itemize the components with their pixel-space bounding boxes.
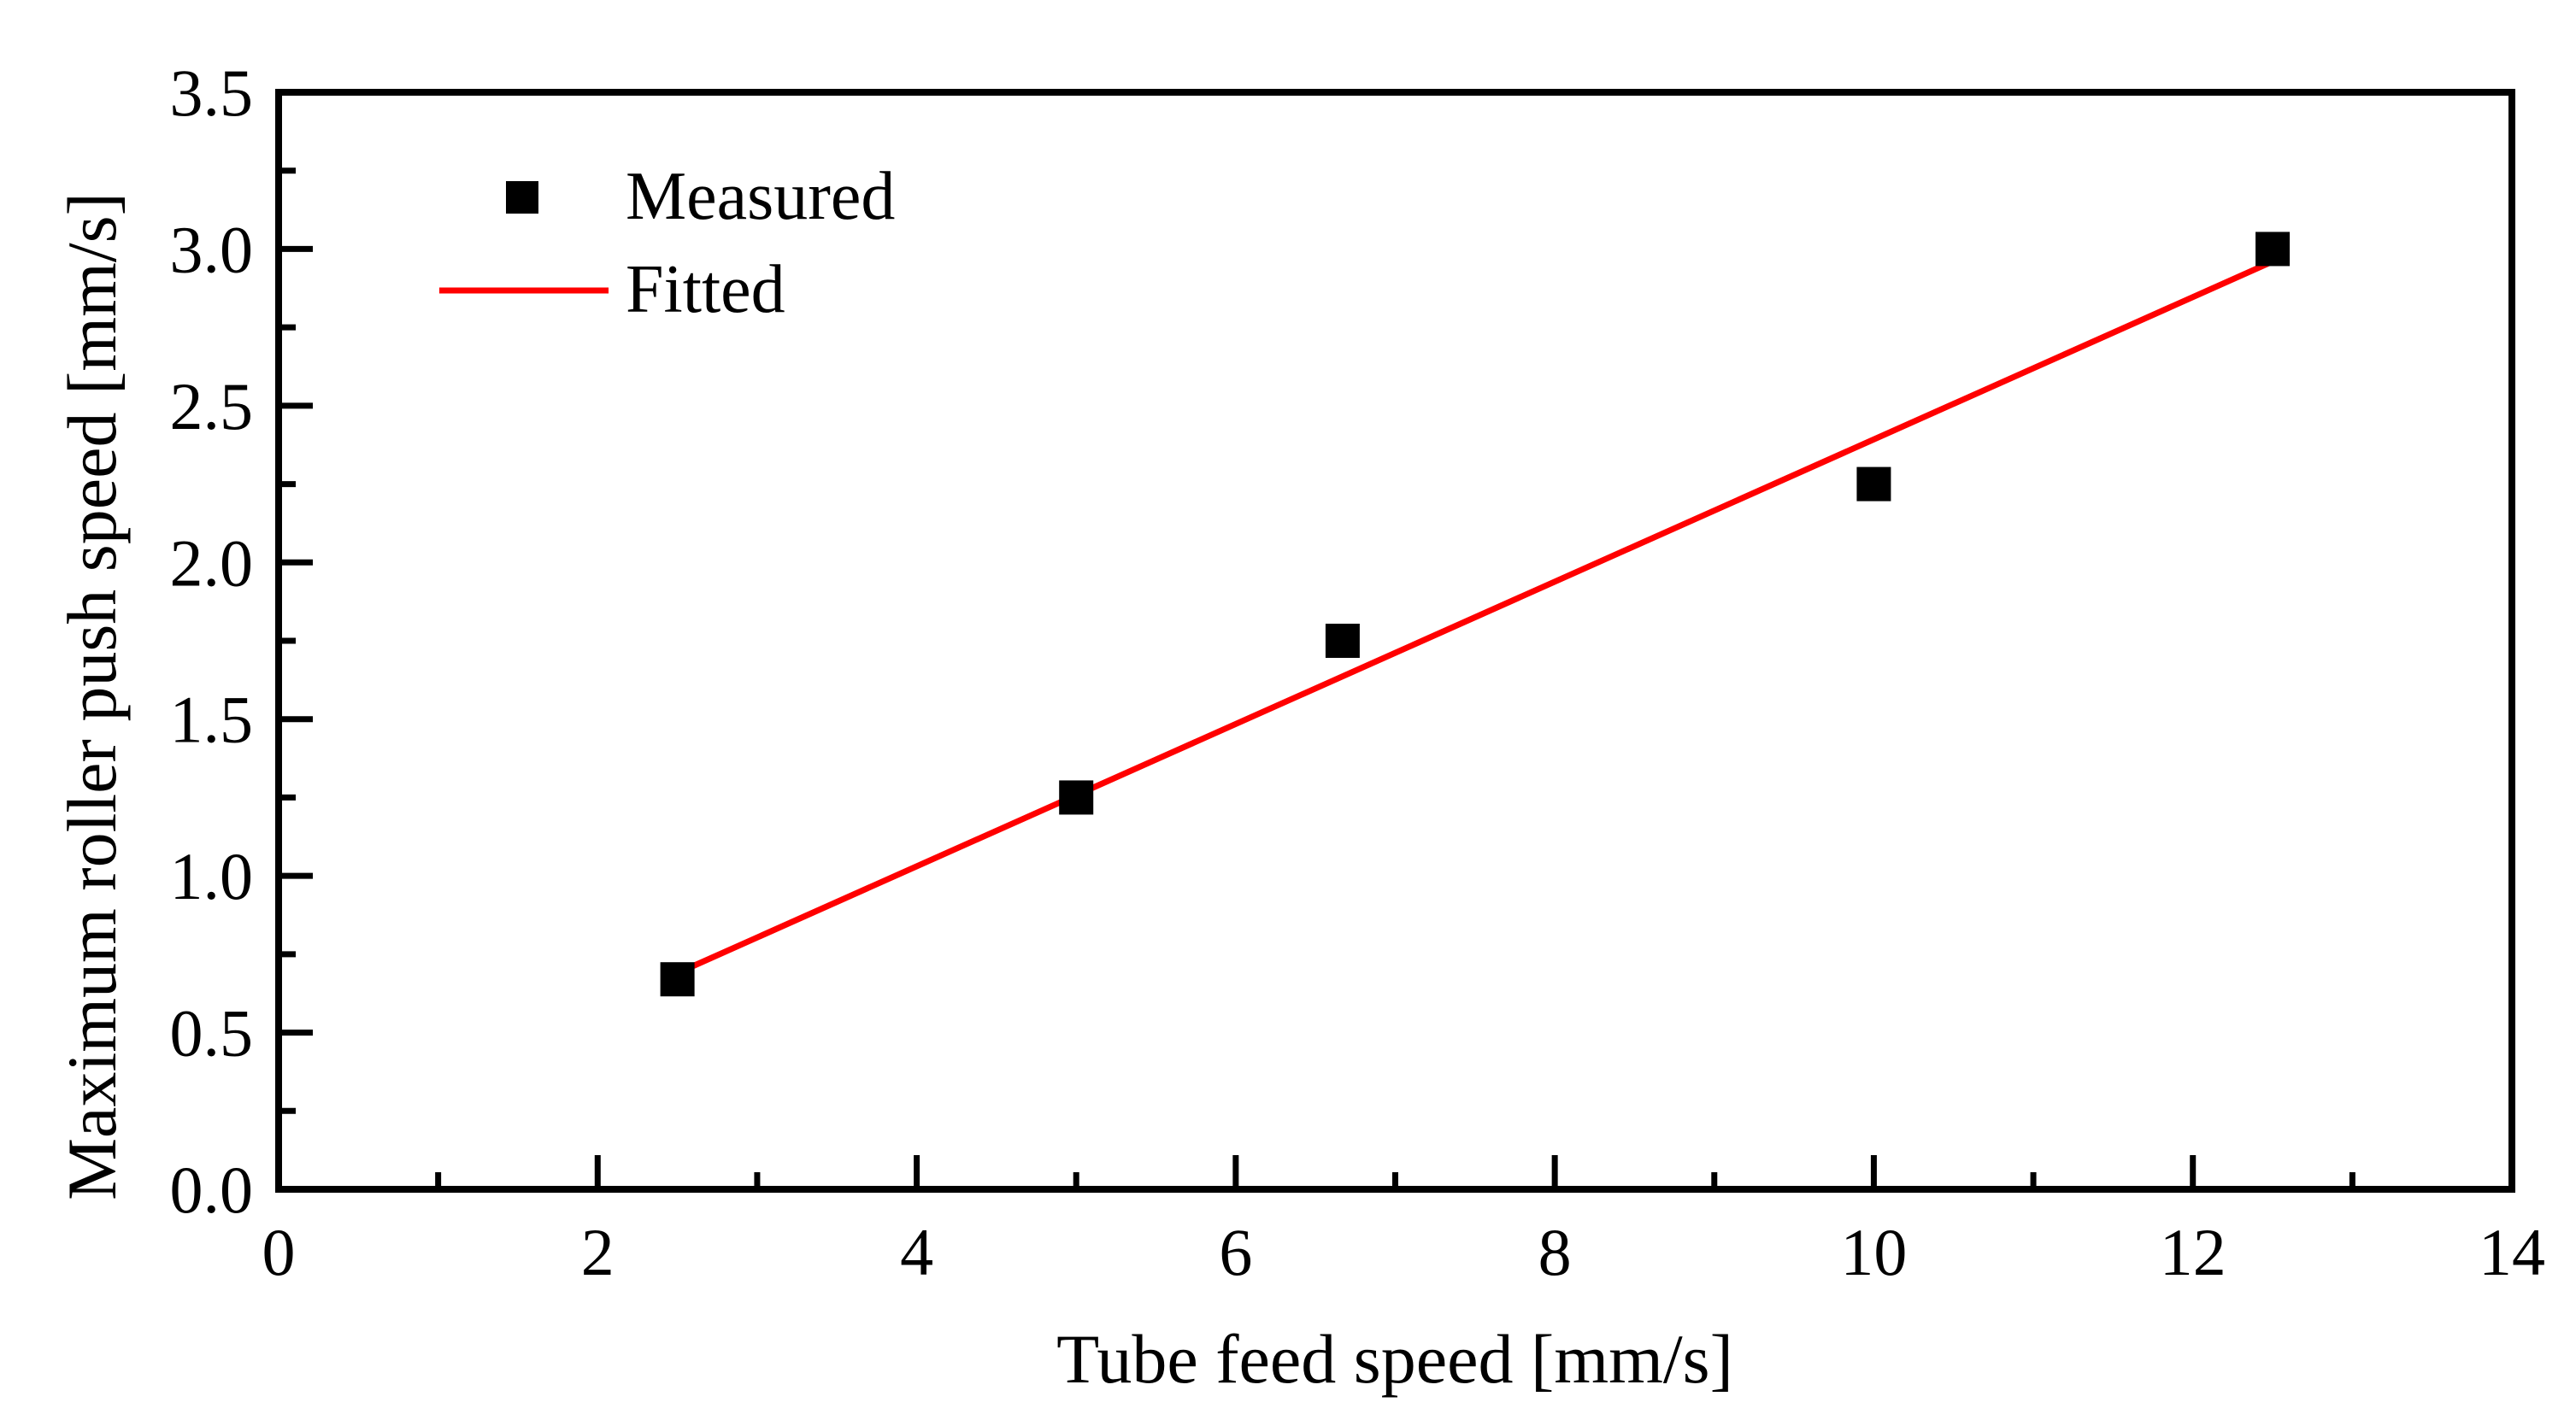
legend-label-fitted: Fitted (626, 252, 785, 327)
y-tick-label: 0.0 (170, 1153, 254, 1227)
y-tick-label: 3.0 (170, 212, 254, 286)
x-tick-label: 2 (581, 1215, 615, 1289)
measured-point (1325, 624, 1360, 658)
legend: Measured Fitted (439, 159, 895, 327)
measured-point (1856, 466, 1891, 502)
x-tick-label: 8 (1538, 1215, 1572, 1289)
y-tick-label: 2.0 (170, 525, 254, 600)
y-tick-label: 1.5 (170, 683, 254, 757)
x-major-ticks (594, 1155, 2197, 1189)
fitted-line (676, 258, 2274, 977)
measured-points (660, 232, 2291, 997)
y-tick-label: 0.5 (170, 996, 254, 1071)
measured-point (660, 962, 695, 997)
x-tick-label: 4 (900, 1215, 933, 1289)
x-tick-labels: 0 2 4 6 8 10 12 14 (262, 1215, 2546, 1289)
x-tick-label: 6 (1219, 1215, 1252, 1289)
x-axis-label: Tube feed speed [mm/s] (1056, 1320, 1733, 1398)
x-tick-label: 12 (2160, 1215, 2226, 1289)
y-tick-label: 3.5 (170, 56, 254, 130)
x-tick-label: 14 (2479, 1215, 2545, 1289)
measured-point (2255, 232, 2291, 267)
y-tick-labels: 0.0 0.5 1.0 1.5 2.0 2.5 3.0 3.5 (170, 56, 254, 1227)
legend-marker-measured (506, 181, 538, 214)
x-tick-label: 0 (262, 1215, 296, 1289)
y-tick-label: 1.0 (170, 839, 254, 913)
plot-frame (275, 89, 2515, 1193)
legend-label-measured: Measured (626, 159, 895, 234)
measured-point (1059, 780, 1094, 815)
x-tick-label: 10 (1840, 1215, 1907, 1289)
y-tick-label: 2.5 (170, 369, 254, 443)
y-major-ticks (279, 245, 313, 1036)
y-axis-label: Maximum roller push speed [mm/s] (53, 192, 131, 1200)
